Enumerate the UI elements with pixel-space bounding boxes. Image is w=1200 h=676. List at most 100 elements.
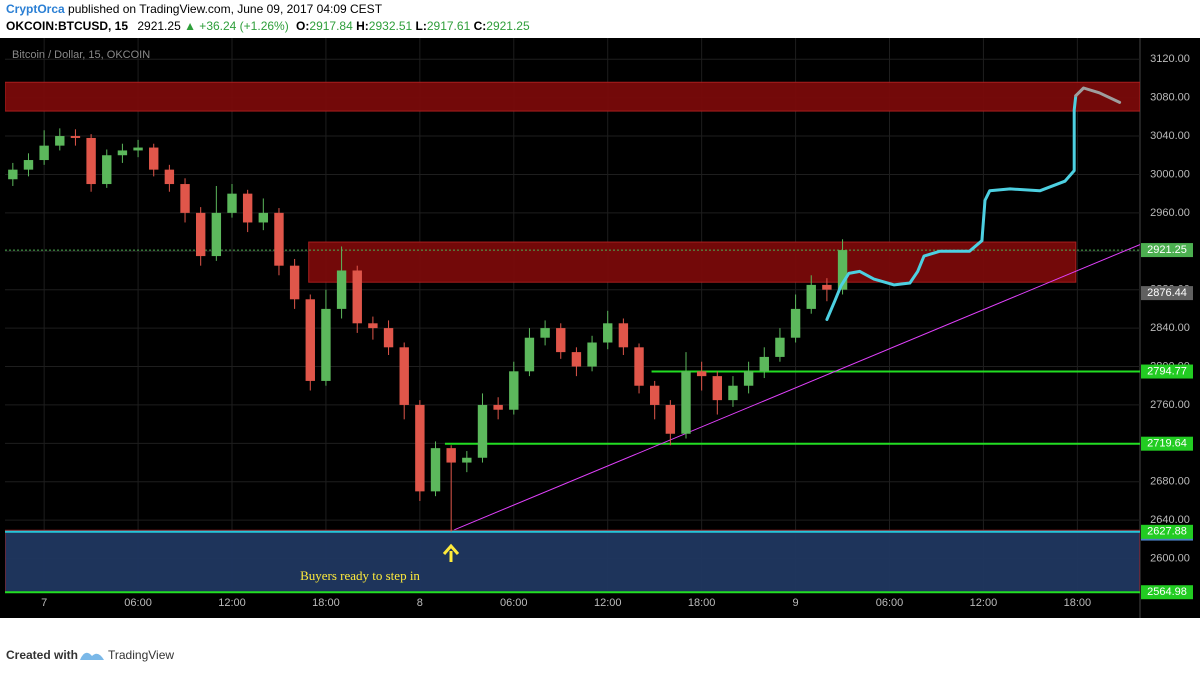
x-tick-label: 7	[41, 597, 47, 609]
ohlc-value: 2932.51	[369, 19, 413, 33]
candle-body	[180, 184, 190, 213]
x-tick-label: 06:00	[876, 597, 904, 609]
ohlc-key: H:	[356, 19, 369, 33]
candle-body	[70, 136, 81, 138]
candle-body	[321, 308, 331, 381]
y-tick-label: 2640.00	[1150, 514, 1190, 526]
price-label-box	[1141, 436, 1193, 451]
price-label-box	[1141, 585, 1193, 600]
ohlc-value: 2917.84	[309, 19, 353, 33]
candle-body	[524, 337, 535, 372]
y-tick-label: 3000.00	[1150, 168, 1190, 180]
candle-body	[649, 385, 660, 405]
y-tick-label: 2960.00	[1150, 207, 1190, 219]
footer-text: Created with	[6, 648, 78, 662]
y-tick-label: 3040.00	[1150, 130, 1190, 142]
candle-body	[634, 347, 644, 386]
candle-body	[540, 328, 550, 338]
y-tick-label: 2680.00	[1150, 476, 1190, 488]
candle-body	[587, 342, 597, 367]
last-price: 2921.25	[137, 19, 181, 33]
candle-body	[603, 323, 613, 343]
candle-body	[712, 376, 723, 401]
candle-body	[242, 193, 253, 223]
x-tick-label: 18:00	[688, 597, 716, 609]
price-label-box	[1141, 524, 1193, 539]
x-tick-label: 18:00	[1064, 597, 1092, 609]
x-tick-label: 8	[417, 597, 423, 609]
candle-body	[23, 160, 34, 170]
candle-body	[509, 371, 519, 410]
candle-body	[728, 385, 738, 401]
price-label: 2627.88	[1147, 526, 1187, 538]
annotation: Buyers ready to step in	[300, 568, 420, 583]
price-label-box	[1141, 243, 1193, 258]
candle-body	[759, 356, 769, 372]
candle-body	[618, 323, 629, 348]
candle-body	[133, 147, 143, 151]
plot-area	[5, 38, 1140, 594]
candle-body	[274, 212, 284, 266]
y-tick-label: 2600.00	[1150, 552, 1190, 564]
trendline	[454, 244, 1140, 531]
x-tick-label: 06:00	[124, 597, 152, 609]
x-tick-label: 9	[793, 597, 799, 609]
plot-layer: 2600.002640.002680.002720.002760.002800.…	[5, 38, 1193, 609]
candle-body	[149, 147, 159, 170]
footer-brand: TradingView	[108, 648, 174, 662]
candle-body	[8, 169, 18, 180]
header-line: CryptOrca published on TradingView.com, …	[6, 2, 383, 16]
candle-body	[837, 250, 848, 290]
candle-body	[195, 212, 206, 257]
price-label-box	[1141, 364, 1193, 379]
x-tick-label: 12:00	[218, 597, 246, 609]
ohlc-value: 2917.61	[427, 19, 471, 33]
candle-body	[117, 150, 128, 156]
y-tick-label: 2840.00	[1150, 322, 1190, 334]
candle-body	[743, 371, 754, 386]
candle-body	[493, 404, 503, 410]
candle-body	[55, 136, 65, 146]
candle-body	[289, 265, 300, 300]
candle-body	[477, 404, 488, 458]
author: CryptOrca	[6, 2, 65, 16]
x-tick-label: 12:00	[970, 597, 998, 609]
y-tick-label: 2760.00	[1150, 399, 1190, 411]
zone	[5, 81, 1140, 112]
y-tick-label: 3080.00	[1150, 92, 1190, 104]
candle-body	[665, 404, 676, 434]
y-tick-label: 3120.00	[1150, 53, 1190, 65]
x-tick-label: 18:00	[312, 597, 340, 609]
candle-body	[258, 212, 269, 223]
candle-body	[430, 448, 441, 492]
logo	[80, 652, 104, 660]
candle-body	[822, 284, 832, 290]
change: ▲ +36.24 (+1.26%)	[184, 19, 289, 33]
zone	[5, 529, 1140, 593]
price-label: 2794.77	[1147, 365, 1187, 377]
ohlc-key: O:	[296, 19, 309, 33]
candle-body	[415, 404, 425, 492]
price-label: 2876.44	[1147, 287, 1187, 299]
published: published on TradingView.com, June 09, 2…	[68, 2, 383, 16]
price-label: 2564.98	[1147, 586, 1187, 598]
candle-body	[446, 448, 456, 463]
candle-body	[368, 323, 378, 329]
price-label: 2719.64	[1147, 438, 1187, 450]
price-label-box	[1141, 286, 1193, 301]
ohlc-key: C:	[474, 19, 487, 33]
ohlc-key: L:	[416, 19, 427, 33]
chart-title: Bitcoin / Dollar, 15, OKCOIN	[12, 49, 150, 61]
candle-body	[227, 193, 237, 213]
candle-body	[102, 155, 112, 185]
projection-path	[1074, 86, 1122, 104]
candle-body	[39, 145, 49, 161]
symbol: OKCOIN:BTCUSD, 15	[6, 19, 128, 33]
candle-body	[352, 270, 362, 324]
projection-path	[825, 94, 1078, 321]
candle-body	[806, 284, 816, 309]
candle-body	[336, 270, 347, 309]
x-tick-label: 06:00	[500, 597, 528, 609]
